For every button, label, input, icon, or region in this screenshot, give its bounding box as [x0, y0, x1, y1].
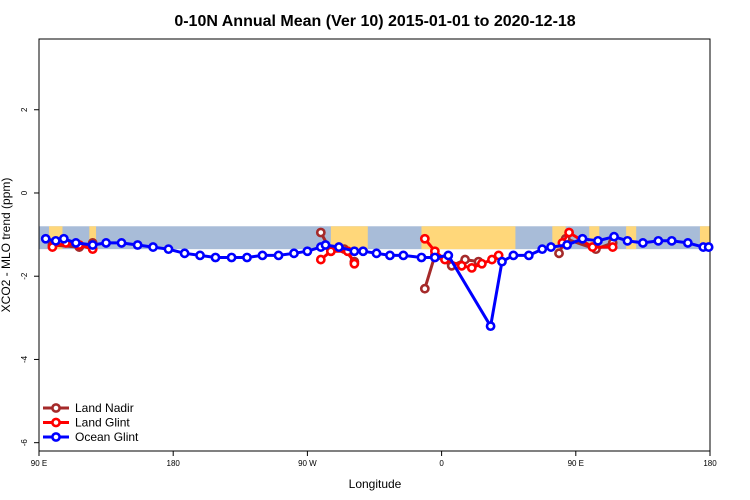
data-point [116, 238, 127, 248]
data-point [40, 233, 51, 244]
data-point [666, 235, 677, 246]
data-point [71, 238, 81, 248]
data-point [653, 235, 664, 246]
data-point [587, 242, 598, 252]
x-tick-label: 180 [703, 459, 717, 468]
y-tick-label: -4 [20, 355, 29, 363]
land-mass [699, 226, 710, 250]
y-tick-label: 0 [20, 190, 29, 195]
land-mass [421, 226, 516, 250]
data-point [622, 235, 633, 246]
land-mass [89, 226, 97, 250]
y-tick-label: -6 [20, 439, 29, 447]
data-point [443, 250, 454, 261]
data-point [593, 235, 603, 246]
data-point [50, 235, 61, 246]
ocean-band [39, 226, 710, 250]
data-point [315, 227, 326, 238]
data-point [385, 250, 395, 261]
data-point [523, 250, 534, 261]
x-tick-label: 0 [439, 459, 444, 468]
data-point [349, 258, 360, 269]
data-point [487, 254, 497, 265]
data-point [398, 250, 409, 261]
data-point [132, 240, 143, 250]
data-point [638, 238, 648, 248]
legend-label: Land Glint [75, 416, 130, 430]
data-point [371, 248, 382, 259]
series-ocean-glint [40, 231, 714, 332]
data-point [87, 240, 98, 250]
y-tick-label: 2 [20, 107, 29, 112]
x-axis-label: Longitude [349, 477, 402, 491]
data-point [349, 246, 360, 257]
data-point [226, 252, 237, 263]
legend-marker [51, 417, 61, 428]
x-tick-label: 180 [167, 459, 181, 468]
data-point [257, 250, 268, 261]
data-point [148, 242, 158, 252]
x-axis: 90 E 180 90 W 0 90 E 180 [31, 451, 717, 468]
data-point [358, 246, 368, 257]
data-point [497, 256, 507, 267]
data-point [289, 248, 299, 259]
data-point [546, 242, 556, 252]
legend-label: Ocean Glint [75, 430, 139, 444]
data-point [273, 250, 284, 261]
data-point [564, 227, 574, 238]
data-point [485, 321, 496, 332]
data-point [320, 240, 331, 250]
data-point [334, 242, 344, 252]
y-axis-label: XCO2 - MLO trend (ppm) [0, 178, 13, 313]
data-point [609, 231, 619, 242]
legend-label: Land Nadir [75, 401, 134, 415]
series-layer [40, 227, 714, 332]
data-point [302, 246, 313, 257]
data-point [419, 283, 430, 294]
chart-title: 0-10N Annual Mean (Ver 10) 2015-01-01 to… [174, 13, 575, 30]
data-point [476, 258, 487, 269]
data-point [466, 262, 477, 273]
data-point [703, 242, 714, 252]
data-point [537, 244, 548, 255]
data-point [101, 238, 111, 248]
data-point [315, 254, 326, 265]
data-point [210, 252, 221, 263]
x-tick-label: 90 W [298, 459, 317, 468]
legend-marker [51, 403, 61, 413]
data-point [58, 233, 69, 244]
data-point [325, 246, 336, 257]
y-tick-label: -2 [20, 272, 29, 280]
data-point [554, 248, 564, 259]
data-point [163, 244, 174, 255]
data-point [416, 252, 427, 263]
data-point [429, 252, 440, 263]
data-point [179, 248, 190, 259]
data-point [562, 240, 572, 250]
data-point [607, 242, 618, 252]
data-point [242, 252, 252, 263]
map-strip [39, 226, 710, 250]
data-point [682, 238, 693, 248]
data-point [419, 233, 430, 244]
x-tick-label: 90 E [31, 459, 47, 468]
data-point [195, 250, 205, 261]
x-tick-label: 90 E [568, 459, 584, 468]
data-point [577, 233, 588, 244]
y-axis: 2 0 -2 -4 -6 [20, 107, 39, 446]
data-point [508, 250, 519, 261]
legend-marker [51, 432, 61, 442]
data-point [456, 260, 467, 271]
